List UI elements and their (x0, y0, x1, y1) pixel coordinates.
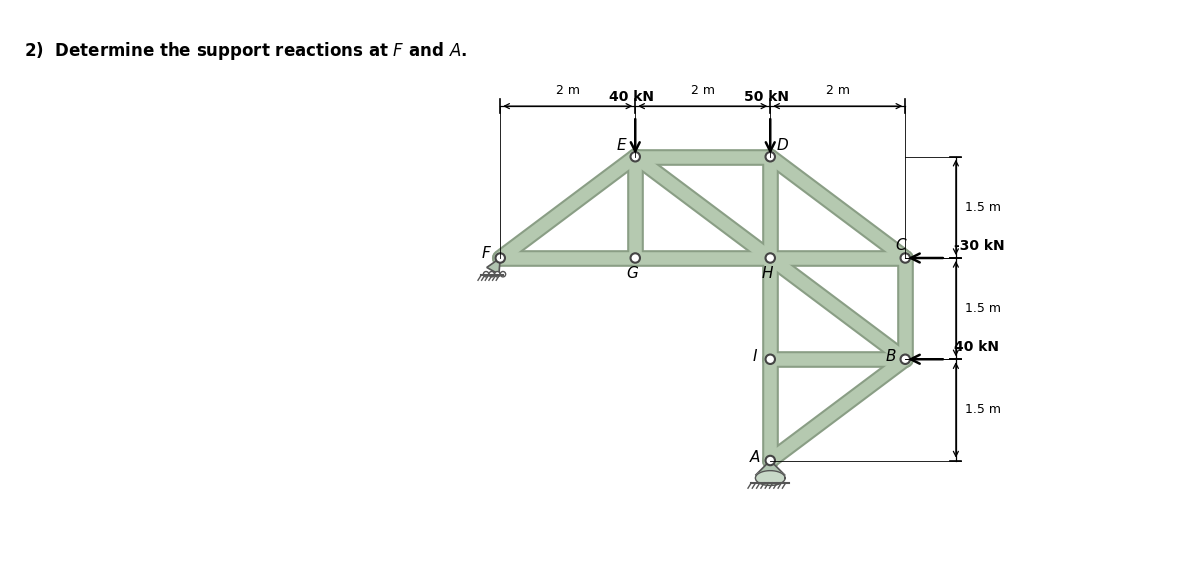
Circle shape (500, 271, 505, 277)
Text: 2)  Determine the support reactions at $F$ and $A$.: 2) Determine the support reactions at $F… (24, 40, 467, 62)
Polygon shape (756, 471, 785, 486)
Text: $\mathit{C}$: $\mathit{C}$ (895, 237, 907, 253)
Circle shape (496, 253, 505, 263)
Circle shape (766, 253, 775, 263)
Text: 2 m: 2 m (826, 84, 850, 97)
Text: 50 kN: 50 kN (744, 90, 790, 104)
Polygon shape (756, 461, 785, 475)
Circle shape (494, 271, 500, 277)
Text: $\mathit{A}$: $\mathit{A}$ (749, 449, 762, 465)
Circle shape (766, 152, 775, 161)
Polygon shape (487, 258, 500, 274)
Text: $\mathit{G}$: $\mathit{G}$ (626, 265, 640, 281)
Text: $\mathit{E}$: $\mathit{E}$ (616, 137, 628, 153)
Text: 2 m: 2 m (691, 84, 715, 97)
Text: $\mathit{H}$: $\mathit{H}$ (761, 265, 774, 281)
Text: $\mathit{D}$: $\mathit{D}$ (776, 137, 788, 153)
Circle shape (766, 355, 775, 364)
Text: 2 m: 2 m (556, 84, 580, 97)
Circle shape (490, 271, 494, 277)
Circle shape (484, 271, 488, 277)
Text: 1.5 m: 1.5 m (965, 404, 1001, 416)
Text: 40 kN: 40 kN (610, 90, 654, 104)
Text: -30 kN: -30 kN (954, 239, 1004, 253)
Text: 1.5 m: 1.5 m (965, 302, 1001, 315)
Circle shape (900, 355, 910, 364)
Circle shape (630, 253, 640, 263)
Text: $\mathit{F}$: $\mathit{F}$ (481, 245, 492, 260)
Circle shape (630, 152, 640, 161)
Text: 40 kN: 40 kN (954, 340, 998, 354)
Text: $\mathit{I}$: $\mathit{I}$ (752, 348, 758, 364)
Circle shape (900, 253, 910, 263)
Text: 1.5 m: 1.5 m (965, 201, 1001, 214)
Circle shape (766, 456, 775, 465)
Text: $\mathit{B}$: $\mathit{B}$ (884, 348, 896, 364)
